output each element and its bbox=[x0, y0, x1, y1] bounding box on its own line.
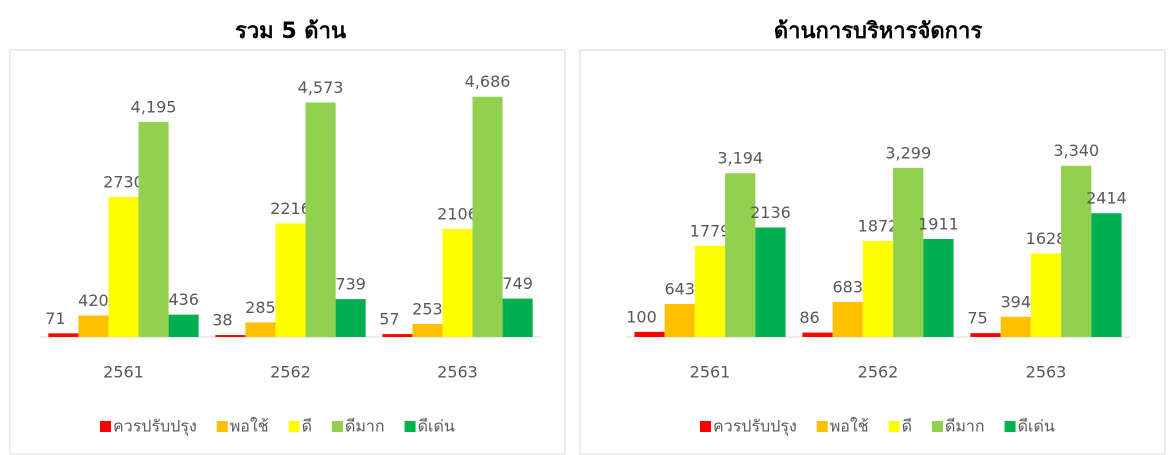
data-label: 436 bbox=[168, 290, 199, 309]
legend-label: ดี bbox=[302, 417, 312, 436]
bar bbox=[970, 333, 1001, 337]
data-label: 749 bbox=[502, 274, 533, 293]
bar bbox=[862, 241, 894, 337]
data-label: 1628 bbox=[1026, 229, 1067, 248]
data-label: 394 bbox=[1000, 292, 1031, 311]
bar bbox=[1091, 213, 1122, 337]
data-label: 3,194 bbox=[717, 149, 763, 168]
data-label: 1911 bbox=[918, 215, 959, 234]
legend-swatch bbox=[216, 421, 228, 432]
data-label: 86 bbox=[799, 308, 819, 327]
bar bbox=[335, 299, 366, 337]
bar bbox=[168, 314, 199, 337]
bar bbox=[48, 333, 79, 337]
legend-label: ดีเด่น bbox=[1018, 417, 1055, 436]
legend-label: ควรปรับปรุง bbox=[713, 417, 797, 437]
legend-label: พอใช้ bbox=[830, 417, 869, 436]
bar bbox=[472, 96, 503, 338]
data-label: 3,340 bbox=[1053, 141, 1099, 160]
bar bbox=[305, 102, 336, 337]
bar bbox=[725, 173, 756, 337]
bar bbox=[215, 335, 246, 337]
x-tick-label: 2563 bbox=[1026, 363, 1067, 382]
x-tick-label: 2561 bbox=[103, 363, 144, 382]
bar bbox=[275, 223, 306, 337]
bar bbox=[442, 229, 473, 337]
bar bbox=[245, 322, 276, 337]
data-label: 4,573 bbox=[298, 78, 344, 97]
data-label: 2216 bbox=[270, 199, 311, 218]
bar bbox=[1061, 165, 1092, 337]
bar bbox=[755, 227, 786, 337]
data-label: 2414 bbox=[1086, 189, 1127, 208]
data-label: 57 bbox=[379, 310, 399, 329]
bar bbox=[923, 239, 954, 337]
legend-swatch bbox=[816, 421, 828, 432]
panel-border bbox=[9, 49, 566, 455]
legend-label: ควรปรับปรุง bbox=[113, 417, 197, 437]
x-tick-label: 2561 bbox=[690, 363, 731, 382]
legend-swatch bbox=[1004, 421, 1016, 432]
panel-border bbox=[579, 49, 1166, 455]
legend-swatch bbox=[404, 421, 416, 432]
legend-swatch bbox=[888, 421, 900, 432]
legend-swatch bbox=[288, 421, 300, 432]
x-tick-label: 2562 bbox=[270, 363, 311, 382]
data-label: 2136 bbox=[750, 203, 791, 222]
legend-swatch bbox=[700, 421, 711, 432]
data-label: 739 bbox=[335, 275, 366, 294]
bar bbox=[1030, 253, 1062, 337]
data-label: 100 bbox=[626, 307, 657, 326]
bar bbox=[893, 167, 924, 337]
legend-swatch bbox=[100, 421, 111, 432]
x-tick-label: 2563 bbox=[437, 363, 478, 382]
data-label: 71 bbox=[45, 309, 65, 328]
data-label: 253 bbox=[412, 300, 443, 319]
data-label: 420 bbox=[78, 291, 109, 310]
bar bbox=[832, 301, 863, 337]
data-label: 2106 bbox=[437, 205, 478, 224]
bar bbox=[502, 298, 533, 337]
data-label: 4,195 bbox=[131, 97, 177, 116]
legend-label: ดีมาก bbox=[945, 417, 985, 436]
bar bbox=[78, 315, 109, 337]
bar bbox=[664, 304, 695, 337]
legend-label: ดีมาก bbox=[345, 417, 385, 436]
data-label: 683 bbox=[832, 277, 863, 296]
bar bbox=[138, 121, 169, 337]
bar bbox=[412, 324, 443, 337]
chart-title: ด้านการบริหารจัดการ bbox=[774, 19, 982, 44]
legend-swatch bbox=[931, 421, 943, 432]
data-label: 4,686 bbox=[465, 72, 511, 91]
data-label: 285 bbox=[245, 298, 276, 317]
data-label: 1779 bbox=[690, 221, 731, 240]
bar bbox=[694, 245, 726, 337]
bar bbox=[634, 331, 665, 337]
data-label: 3,299 bbox=[885, 143, 931, 162]
legend-label: พอใช้ bbox=[230, 417, 269, 436]
data-label: 75 bbox=[967, 309, 987, 328]
data-label: 38 bbox=[212, 311, 232, 330]
legend-label: ดีเด่น bbox=[418, 417, 455, 436]
bar bbox=[382, 334, 413, 337]
x-tick-label: 2562 bbox=[858, 363, 899, 382]
legend-swatch bbox=[331, 421, 343, 432]
legend-label: ดี bbox=[902, 417, 912, 436]
data-label: 1872 bbox=[858, 217, 899, 236]
bar bbox=[802, 332, 833, 337]
bar bbox=[1000, 316, 1031, 337]
bar bbox=[108, 197, 139, 337]
data-label: 2730 bbox=[103, 173, 144, 192]
data-label: 643 bbox=[664, 280, 695, 299]
chart-title: รวม 5 ด้าน bbox=[235, 19, 346, 44]
